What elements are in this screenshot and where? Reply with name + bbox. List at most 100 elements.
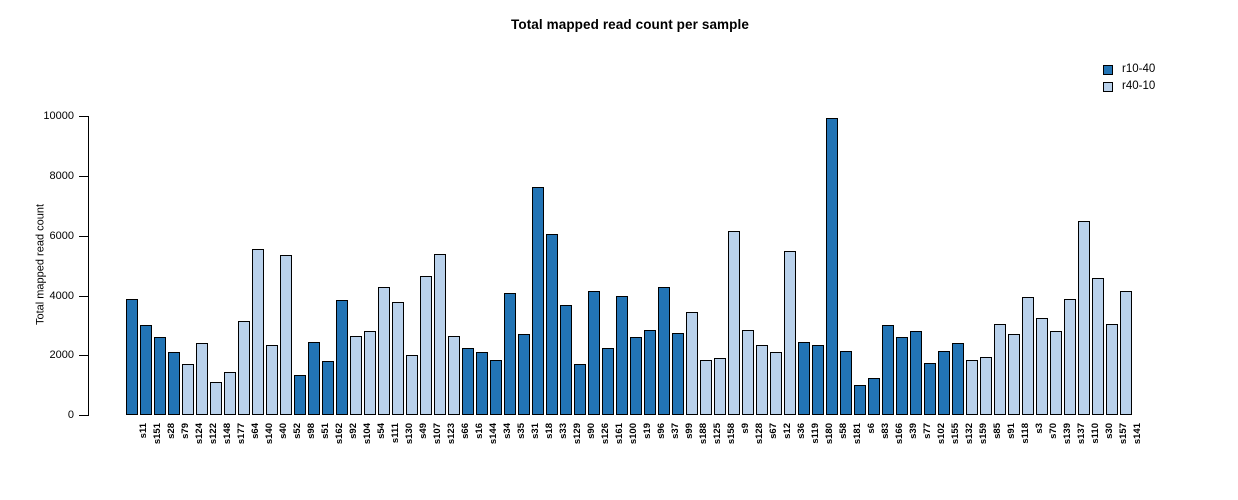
x-tick-label-s166: s166 [894, 423, 905, 445]
x-tick-label-s90: s90 [586, 423, 597, 439]
x-tick-label-s35: s35 [516, 423, 527, 439]
x-tick-label-s161: s161 [614, 423, 625, 445]
bar-s124 [182, 364, 194, 415]
x-tick-label-s111: s111 [390, 423, 401, 444]
x-tick-label-s158: s158 [726, 423, 737, 445]
x-tick-label-s180: s180 [824, 423, 835, 445]
bar-s158 [714, 358, 726, 415]
x-tick-label-s123: s123 [446, 423, 457, 445]
y-tick-mark [79, 355, 89, 356]
y-tick-label-0: 0 [67, 409, 74, 421]
bar-s39 [896, 337, 908, 415]
x-tick-label-s66: s66 [460, 423, 471, 439]
bar-s159 [966, 360, 978, 415]
x-tick-label-s100: s100 [628, 423, 639, 445]
x-tick-label-s110: s110 [1090, 423, 1101, 444]
legend-swatch-light [1103, 81, 1113, 92]
bar-s129 [560, 305, 572, 415]
x-tick-label-s155: s155 [950, 423, 961, 445]
bar-s40 [266, 345, 278, 415]
bar-s180 [812, 345, 824, 415]
bar-s123 [434, 254, 446, 415]
legend-item-r10-40: r10-40 [1103, 63, 1155, 76]
x-tick-label-s141: s141 [1132, 423, 1143, 445]
bar-s35 [504, 293, 516, 415]
bar-s67 [756, 345, 768, 415]
x-tick-label-s157: s157 [1118, 423, 1129, 445]
x-tick-label-s36: s36 [796, 423, 807, 439]
bar-s54 [364, 331, 376, 415]
bar-s52 [280, 255, 292, 415]
x-tick-label-s34: s34 [502, 423, 513, 439]
bar-s92 [336, 300, 348, 415]
x-tick-label-s107: s107 [432, 423, 443, 445]
bar-s16 [462, 348, 474, 415]
x-tick-label-s99: s99 [684, 423, 695, 439]
bar-s79 [168, 352, 180, 415]
bar-s157 [1106, 324, 1118, 415]
x-tick-label-s3: s3 [1034, 423, 1045, 434]
bar-s9 [728, 231, 740, 415]
x-tick-label-s92: s92 [348, 423, 359, 439]
x-tick-label-s11: s11 [138, 423, 149, 439]
y-tick-label-6000: 6000 [49, 230, 74, 242]
bar-s12 [770, 352, 782, 415]
x-tick-label-s54: s54 [376, 423, 387, 439]
bar-s96 [644, 330, 656, 415]
x-tick-label-s37: s37 [670, 423, 681, 439]
x-tick-label-s126: s126 [600, 423, 611, 445]
x-tick-label-s104: s104 [362, 423, 373, 445]
bar-s181 [840, 351, 852, 415]
bar-s119 [798, 342, 810, 415]
legend-item-r40-10: r40-10 [1103, 80, 1155, 93]
bar-s64 [238, 321, 250, 415]
x-tick-label-s83: s83 [880, 423, 891, 439]
bar-s130 [392, 302, 404, 415]
bar-s33 [546, 234, 558, 415]
bar-s30 [1092, 278, 1104, 415]
bar-s70 [1036, 318, 1048, 415]
bar-s139 [1050, 331, 1062, 415]
x-tick-label-s151: s151 [152, 423, 163, 445]
bar-s162 [322, 361, 334, 415]
bar-s148 [210, 382, 222, 415]
x-tick-label-s31: s31 [530, 423, 541, 439]
bar-s104 [350, 336, 362, 415]
x-tick-label-s140: s140 [264, 423, 275, 445]
bar-s99 [672, 333, 684, 415]
x-tick-label-s16: s16 [474, 423, 485, 439]
y-axis-line [88, 116, 89, 415]
x-tick-label-s137: s137 [1076, 423, 1087, 445]
bar-s144 [476, 352, 488, 415]
y-tick-label-4000: 4000 [49, 290, 74, 302]
bar-s125 [700, 360, 712, 415]
bar-s36 [784, 251, 796, 415]
bar-s122 [196, 343, 208, 415]
bar-s11 [126, 299, 138, 415]
x-tick-label-s28: s28 [166, 423, 177, 439]
x-tick-label-s18: s18 [544, 423, 555, 439]
bar-s107 [420, 276, 432, 415]
bar-s177 [224, 372, 236, 415]
x-tick-label-s148: s148 [222, 423, 233, 445]
y-tick-mark [79, 116, 89, 117]
x-tick-label-s159: s159 [978, 423, 989, 445]
legend-label: r10-40 [1122, 63, 1156, 75]
x-tick-label-s6: s6 [866, 423, 877, 434]
y-tick-label-8000: 8000 [49, 170, 74, 182]
x-tick-label-s162: s162 [334, 423, 345, 445]
x-tick-label-s79: s79 [180, 423, 191, 439]
y-axis-title: Total mapped read count [34, 203, 47, 326]
x-tick-label-s19: s19 [642, 423, 653, 439]
x-tick-label-s39: s39 [908, 423, 919, 439]
x-tick-label-s70: s70 [1048, 423, 1059, 439]
bar-s111 [378, 287, 390, 415]
bar-s83 [868, 378, 880, 415]
bar-s34 [490, 360, 502, 415]
x-tick-label-s64: s64 [250, 423, 261, 439]
bar-s140 [252, 249, 264, 415]
x-tick-label-s129: s129 [572, 423, 583, 445]
bar-s49 [406, 355, 418, 415]
x-tick-label-s139: s139 [1062, 423, 1073, 445]
